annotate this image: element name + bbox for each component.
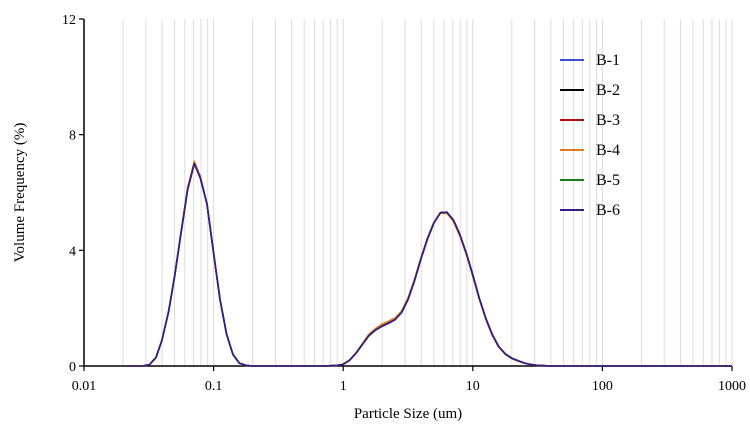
x-tick-label: 1 (340, 379, 347, 394)
x-tick-label: 1000 (718, 379, 746, 394)
y-tick-label: 4 (69, 244, 76, 259)
legend-label: B-6 (596, 202, 620, 219)
legend-label: B-1 (596, 52, 620, 69)
x-tick-label: 0.1 (205, 379, 223, 394)
y-tick-label: 12 (62, 13, 76, 28)
legend-label: B-4 (596, 142, 620, 159)
legend-label: B-5 (596, 172, 620, 189)
y-tick-label: 8 (69, 129, 76, 144)
legend-label: B-2 (596, 82, 620, 99)
series-line-b-6 (128, 162, 732, 367)
legend: B-1 B-2 B-3 B-4 B-5 B-6 (560, 52, 620, 219)
legend-label: B-3 (596, 112, 620, 129)
y-tick-label: 0 (69, 360, 76, 375)
grid-lines (122, 19, 733, 366)
x-tick-label: 100 (592, 379, 613, 394)
x-axis-title: Particle Size (um) (354, 406, 462, 422)
tick-marks: 0 4 8 12 0.01 0.1 1 10 100 1000 (62, 13, 746, 394)
x-tick-label: 0.01 (72, 379, 97, 394)
x-tick-label: 10 (466, 379, 480, 394)
y-axis-title: Volume Frequency (%) (12, 123, 28, 263)
axes (83, 19, 732, 367)
series-lines (128, 160, 732, 367)
